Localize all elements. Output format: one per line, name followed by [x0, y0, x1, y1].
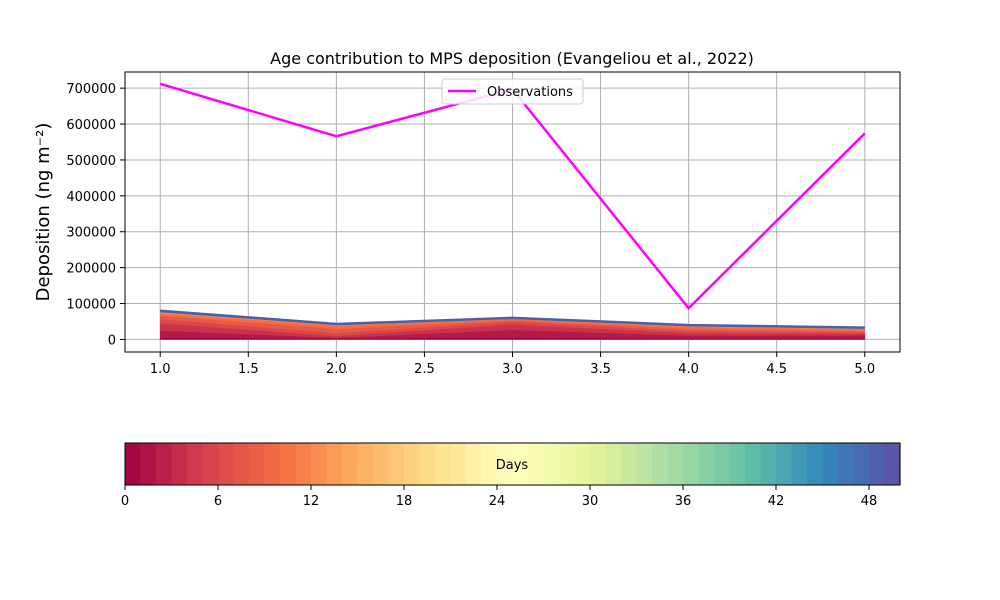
colorbar-tick-label: 6 [214, 494, 222, 509]
colorbar-cell [714, 443, 731, 485]
x-tick-label: 1.0 [150, 362, 171, 377]
colorbar-cell [357, 443, 374, 485]
x-tick-label: 1.5 [238, 362, 259, 377]
legend-observations-label: Observations [487, 85, 573, 100]
colorbar-label: Days [496, 458, 529, 473]
colorbar-tick-label: 18 [396, 494, 413, 509]
x-tick-label: 3.0 [502, 362, 523, 377]
x-tick-label: 4.0 [678, 362, 699, 377]
colorbar-cell [605, 443, 622, 485]
colorbar-cell [590, 443, 607, 485]
colorbar-cell [853, 443, 870, 485]
colorbar-cell [869, 443, 886, 485]
colorbar-cell [822, 443, 839, 485]
colorbar-cell [466, 443, 483, 485]
colorbar-cell [621, 443, 638, 485]
colorbar-cell [652, 443, 669, 485]
colorbar-cell [264, 443, 281, 485]
y-axis-label: Deposition (ng m⁻²) [33, 123, 54, 302]
colorbar-tick-label: 24 [489, 494, 506, 509]
colorbar-cell [249, 443, 266, 485]
colorbar-cell [729, 443, 746, 485]
colorbar-cell [667, 443, 684, 485]
y-tick-label: 700000 [66, 82, 116, 97]
y-tick-label: 500000 [66, 154, 116, 169]
chart-title: Age contribution to MPS deposition (Evan… [270, 49, 754, 68]
colorbar-cell [233, 443, 250, 485]
y-tick-label: 400000 [66, 190, 116, 205]
age-contribution-areas [159, 309, 866, 340]
colorbar-cell [373, 443, 390, 485]
colorbar-cell [125, 443, 142, 485]
colorbar-tick-label: 36 [675, 494, 692, 509]
colorbar-tick-label: 30 [582, 494, 599, 509]
colorbar-cell [156, 443, 173, 485]
x-tick-label: 2.0 [326, 362, 347, 377]
colorbar-tick-label: 48 [861, 494, 878, 509]
colorbar-cell [807, 443, 824, 485]
x-tick-label: 5.0 [854, 362, 875, 377]
colorbar-cell [435, 443, 452, 485]
colorbar-cell [280, 443, 297, 485]
colorbar-cell [574, 443, 591, 485]
grid-lines [125, 72, 900, 352]
y-tick-label: 200000 [66, 262, 116, 277]
stack-top-outline [160, 309, 865, 329]
colorbar-cell [202, 443, 219, 485]
x-tick-label: 3.5 [590, 362, 611, 377]
y-tick-label: 0 [108, 333, 116, 348]
colorbar-cell [419, 443, 436, 485]
x-tick-label: 4.5 [766, 362, 787, 377]
colorbar-cell [218, 443, 235, 485]
y-tick-label: 100000 [66, 298, 116, 313]
colorbar-cell [543, 443, 560, 485]
colorbar-ticks: 0 6 12 18 24 30 36 42 48 [121, 485, 877, 509]
colorbar-cell [450, 443, 467, 485]
colorbar-cell [838, 443, 855, 485]
colorbar-cell [683, 443, 700, 485]
colorbar-cell [295, 443, 312, 485]
colorbar-gradient [125, 443, 901, 485]
colorbar-cell [481, 443, 498, 485]
colorbar-tick-label: 0 [121, 494, 129, 509]
colorbar-cell [745, 443, 762, 485]
colorbar-cell [791, 443, 808, 485]
colorbar-cell [497, 443, 514, 485]
colorbar-frame [124, 442, 901, 486]
legend: Observations [441, 78, 584, 105]
colorbar-cell [342, 443, 359, 485]
colorbar-cell [528, 443, 545, 485]
y-axis-ticks: 0 100000 200000 300000 400000 500000 600000 700… [66, 82, 125, 348]
colorbar-cell [388, 443, 405, 485]
colorbar-cell [311, 443, 328, 485]
x-axis-ticks: 1.0 1.5 2.0 2.5 3.0 3.5 4.0 4.5 5.0 [150, 352, 875, 377]
colorbar-tick-label: 12 [303, 494, 320, 509]
colorbar-cell [636, 443, 653, 485]
colorbar-tick-label: 42 [768, 494, 785, 509]
colorbar-cell [140, 443, 157, 485]
x-tick-label: 2.5 [414, 362, 435, 377]
colorbar-cell [760, 443, 777, 485]
y-tick-label: 300000 [66, 226, 116, 241]
legend-box [441, 78, 584, 105]
colorbar-cell [171, 443, 188, 485]
colorbar-cell [326, 443, 343, 485]
colorbar-cell [559, 443, 576, 485]
colorbar-cell [404, 443, 421, 485]
colorbar-cell [187, 443, 204, 485]
colorbar-cell [776, 443, 793, 485]
y-tick-label: 600000 [66, 118, 116, 133]
colorbar: Days 0 6 12 18 24 30 36 42 48 [121, 442, 901, 509]
colorbar-cell [698, 443, 715, 485]
colorbar-cell [512, 443, 529, 485]
colorbar-cell [884, 443, 901, 485]
